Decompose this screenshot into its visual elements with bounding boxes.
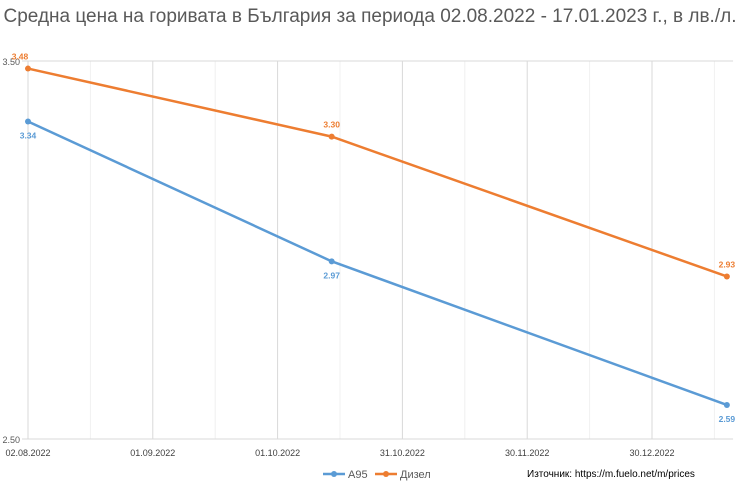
data-point — [25, 65, 31, 72]
y-tick-label: 2.50 — [2, 435, 20, 445]
x-tick-label: 01.09.2022 — [130, 448, 175, 458]
x-tick-label: 30.11.2022 — [505, 448, 549, 458]
x-tick-label: 31.10.2022 — [380, 448, 425, 458]
x-tick-label: 30.12.2022 — [629, 448, 674, 458]
data-label: 2.93 — [719, 259, 736, 269]
legend-marker — [383, 471, 389, 477]
data-point — [328, 258, 335, 265]
x-tick-label: 01.10.2022 — [255, 448, 300, 458]
legend-label: A95 — [348, 469, 368, 481]
data-point — [723, 273, 730, 280]
data-label: 3.34 — [20, 130, 37, 140]
source-note: Източник: https://m.fuelo.net/m/prices — [527, 469, 695, 480]
x-tick-label: 02.08.2022 — [5, 448, 50, 458]
data-label: 3.30 — [323, 120, 340, 130]
legend-marker — [331, 471, 337, 477]
data-label: 2.97 — [323, 270, 340, 280]
data-point — [723, 401, 730, 408]
legend-label: Дизел — [400, 469, 431, 481]
data-label: 3.48 — [12, 52, 29, 62]
series-line-Дизел — [27, 67, 728, 278]
chart-title: Средна цена на горивата в България за пе… — [3, 6, 737, 27]
series-line-A95 — [27, 120, 728, 407]
data-point — [25, 118, 31, 125]
data-point — [328, 133, 335, 140]
data-label: 2.59 — [719, 414, 736, 424]
y-tick-label: 3.50 — [2, 57, 20, 67]
